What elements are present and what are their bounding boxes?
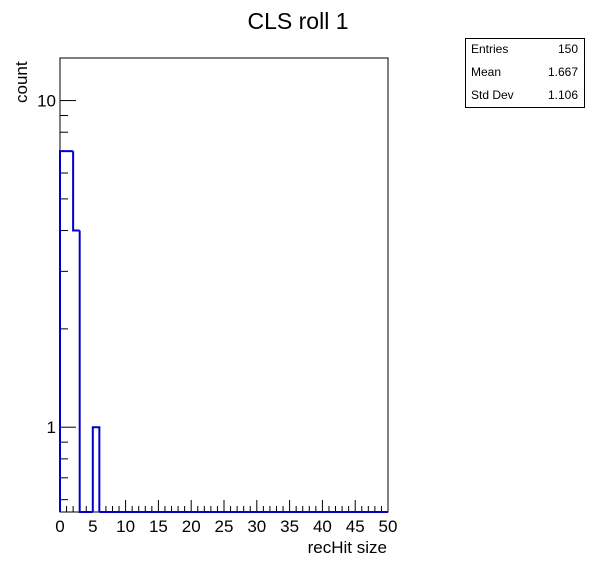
histogram-series bbox=[59, 150, 388, 513]
stats-mean-value: 1.667 bbox=[547, 65, 578, 79]
x-tick-label: 15 bbox=[149, 517, 168, 536]
x-tick-label: 5 bbox=[88, 517, 97, 536]
stats-stddev-value: 1.106 bbox=[547, 88, 578, 102]
x-tick-label: 30 bbox=[247, 517, 266, 536]
histogram-bin bbox=[78, 230, 87, 513]
chart-title: CLS roll 1 bbox=[247, 8, 349, 34]
y-axis: 1 10 bbox=[37, 92, 76, 501]
plot-frame bbox=[59, 57, 389, 513]
stats-entries-value: 150 bbox=[557, 42, 578, 56]
x-tick-label: 40 bbox=[313, 517, 332, 536]
y-tick-label: 10 bbox=[37, 92, 56, 111]
x-tick-label: 50 bbox=[379, 517, 398, 536]
stats-entries-label: Entries bbox=[471, 42, 509, 56]
stats-stddev-label: Std Dev bbox=[471, 88, 514, 102]
x-tick-label: 45 bbox=[346, 517, 365, 536]
x-axis-label: recHit size bbox=[307, 538, 387, 557]
stats-row-mean: Mean 1.667 bbox=[471, 65, 578, 83]
x-tick-label: 25 bbox=[215, 517, 234, 536]
stats-row-entries: Entries 150 bbox=[471, 42, 578, 60]
histogram-bin bbox=[59, 150, 67, 512]
y-axis-label: count bbox=[12, 61, 31, 103]
x-tick-label: 20 bbox=[182, 517, 201, 536]
stats-row-stddev: Std Dev 1.106 bbox=[471, 88, 578, 106]
histogram-bin bbox=[72, 151, 80, 232]
stats-mean-label: Mean bbox=[471, 65, 502, 79]
y-tick-label: 1 bbox=[47, 418, 56, 437]
x-tick-label: 35 bbox=[280, 517, 299, 536]
x-tick-label: 0 bbox=[55, 517, 64, 536]
stats-box: Entries 150 Mean 1.667 Std Dev 1.106 bbox=[465, 38, 585, 108]
x-axis: 0 5 10 15 20 25 30 35 40 45 50 bbox=[55, 500, 397, 536]
x-tick-label: 10 bbox=[116, 517, 135, 536]
histogram-bin bbox=[91, 426, 101, 512]
